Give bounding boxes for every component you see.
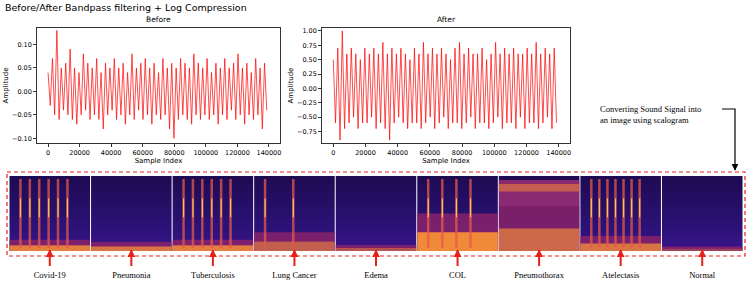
svg-text:Normal: Normal: [689, 270, 716, 280]
svg-text:−0.10: −0.10: [12, 135, 32, 143]
svg-text:−0.05: −0.05: [12, 111, 32, 119]
svg-text:Amplitude: Amplitude: [287, 68, 295, 104]
svg-text:120000: 120000: [514, 149, 539, 157]
svg-text:0.75: 0.75: [302, 42, 316, 50]
svg-text:0.05: 0.05: [17, 64, 31, 72]
svg-text:80000: 80000: [452, 149, 473, 157]
svg-text:Edema: Edema: [364, 270, 388, 280]
svg-text:0.00: 0.00: [302, 85, 316, 93]
svg-text:40000: 40000: [387, 149, 408, 157]
svg-text:Before: Before: [146, 15, 171, 24]
svg-text:Converting Sound Signal into: Converting Sound Signal into: [600, 104, 701, 114]
svg-text:0.10: 0.10: [17, 41, 31, 49]
svg-text:−0.75: −0.75: [297, 128, 317, 136]
svg-text:−0.50: −0.50: [297, 113, 317, 121]
svg-text:Covid-19: Covid-19: [34, 270, 66, 280]
svg-text:1.00: 1.00: [302, 27, 316, 35]
svg-text:Tuberculosis: Tuberculosis: [191, 270, 235, 280]
svg-text:0.25: 0.25: [302, 70, 316, 78]
svg-text:Sample Index: Sample Index: [135, 157, 183, 165]
svg-text:120000: 120000: [225, 149, 250, 157]
svg-text:Sample Index: Sample Index: [422, 157, 470, 165]
svg-text:140000: 140000: [257, 149, 282, 157]
svg-text:0.50: 0.50: [302, 56, 316, 64]
svg-text:After: After: [437, 15, 456, 24]
svg-text:20000: 20000: [355, 149, 376, 157]
svg-text:40000: 40000: [101, 149, 122, 157]
svg-text:an image using scalogram: an image using scalogram: [600, 115, 689, 125]
svg-text:0: 0: [331, 149, 335, 157]
svg-text:Before/After Bandpass filterin: Before/After Bandpass filtering + Log Co…: [5, 2, 247, 13]
svg-text:Amplitude: Amplitude: [2, 68, 10, 104]
svg-text:Pneumothorax: Pneumothorax: [514, 270, 564, 280]
svg-text:60000: 60000: [420, 149, 441, 157]
svg-text:80000: 80000: [164, 149, 185, 157]
svg-text:Pneumonia: Pneumonia: [112, 270, 150, 280]
svg-text:0: 0: [46, 149, 50, 157]
svg-text:COL: COL: [449, 270, 466, 280]
svg-text:140000: 140000: [546, 149, 571, 157]
svg-text:60000: 60000: [132, 149, 153, 157]
svg-text:100000: 100000: [482, 149, 507, 157]
svg-text:Lung Cancer: Lung Cancer: [272, 270, 316, 280]
svg-text:100000: 100000: [193, 149, 218, 157]
svg-text:0.00: 0.00: [17, 88, 31, 96]
svg-text:−0.25: −0.25: [297, 99, 317, 107]
svg-text:Atelectasis: Atelectasis: [602, 270, 639, 280]
svg-text:20000: 20000: [69, 149, 90, 157]
